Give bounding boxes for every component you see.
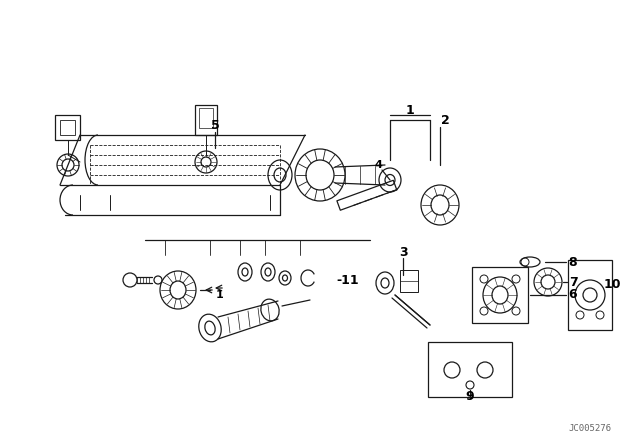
- Text: 5: 5: [211, 119, 220, 132]
- Bar: [195, 105, 217, 135]
- Bar: [199, 108, 213, 128]
- Bar: [60, 120, 75, 135]
- Text: JC005276: JC005276: [568, 423, 611, 432]
- Text: 6: 6: [569, 289, 577, 302]
- Text: 2: 2: [440, 113, 449, 126]
- Text: 10: 10: [604, 279, 621, 292]
- Bar: [472, 267, 528, 323]
- Text: 9: 9: [466, 391, 474, 404]
- Text: 1: 1: [406, 103, 414, 116]
- Bar: [568, 260, 612, 330]
- Text: 7: 7: [568, 276, 577, 289]
- Bar: [55, 115, 80, 140]
- Text: 3: 3: [399, 246, 407, 258]
- Text: 4: 4: [374, 160, 382, 170]
- Text: -11: -11: [337, 273, 359, 287]
- Text: 8: 8: [569, 255, 577, 268]
- Text: 1: 1: [216, 290, 224, 300]
- Bar: [428, 342, 512, 397]
- Bar: [400, 270, 418, 292]
